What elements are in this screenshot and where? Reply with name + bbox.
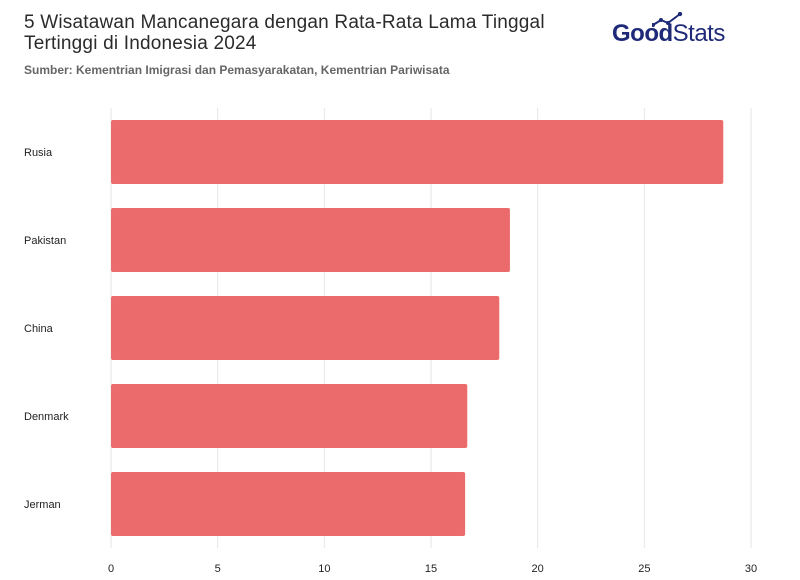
x-tick-label-5: 25 [638,563,650,575]
trend-line-icon [652,12,683,27]
goodstats-logo: GoodStats [612,12,742,50]
logo-text-good: Good [612,20,673,47]
x-tick-label-3: 15 [425,563,437,575]
bar-rusia [111,120,724,184]
chart-title: 5 Wisatawan Mancanegara dengan Rata-Rata… [24,12,545,54]
logo-text-stats: Stats [672,20,726,47]
bar-denmark [111,384,468,448]
logo-text: GoodStats [612,20,725,48]
category-label-china: China [24,323,54,335]
x-tick-label-1: 5 [215,563,221,575]
category-label-jerman: Jerman [24,499,61,511]
bar-china [111,296,500,360]
category-label-denmark: Denmark [24,411,69,423]
x-tick-label-6: 30 [745,563,757,575]
chart-source: Sumber: Kementrian Imigrasi dan Pemasyar… [24,63,450,77]
x-tick-label-0: 0 [108,563,114,575]
bar-jerman [111,472,466,536]
bar-pakistan [111,208,510,272]
x-tick-label-4: 20 [532,563,544,575]
x-tick-label-2: 10 [318,563,330,575]
category-label-rusia: Rusia [24,147,53,159]
category-label-pakistan: Pakistan [24,235,66,247]
